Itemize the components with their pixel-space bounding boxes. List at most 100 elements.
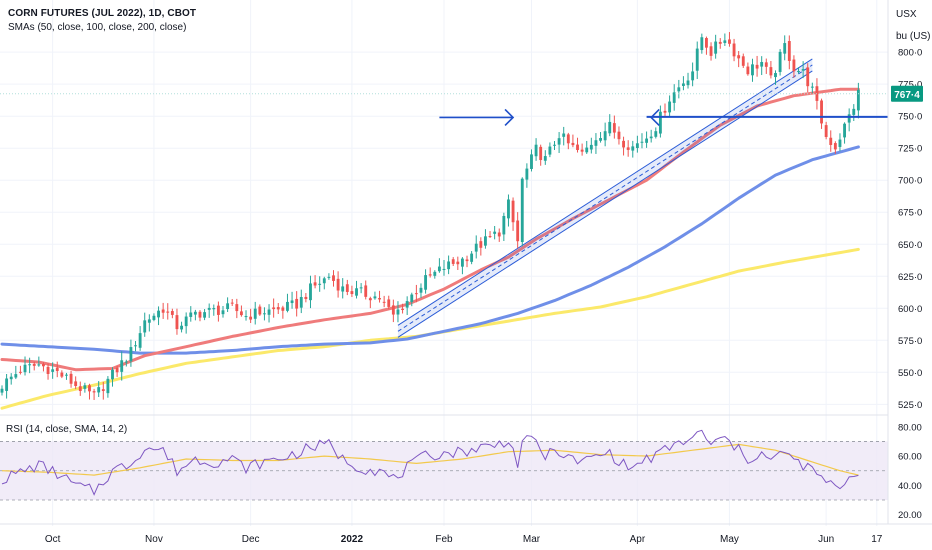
price-tick-label: 650·0 [898,240,922,251]
candle-body [833,143,837,150]
trend-channel-upper [397,58,813,326]
candle-body [111,369,114,380]
candle-body [700,37,704,51]
candle-body [203,312,207,318]
candle-body [640,141,644,143]
candle-body [226,303,230,310]
candle-body [258,306,262,315]
candle-body [309,283,312,301]
candle-body [286,301,289,311]
candle-body [401,308,404,310]
currency-legend: USX bu (US) [896,8,930,43]
candle-body [147,319,151,323]
candle-body [451,259,455,264]
candle-body [783,43,787,54]
candle-body [705,38,708,48]
candle-body [847,114,851,123]
candle-body [723,40,727,43]
candle-body [152,315,156,320]
candle-body [599,138,602,141]
candle-body [456,261,460,265]
candle-body [230,302,234,304]
candle-body [198,311,202,318]
candle-body [18,371,22,373]
price-tick-label: 600·0 [898,304,922,315]
candle-body [51,369,55,372]
candle-body [612,123,616,133]
trend-channel-mid [397,64,813,332]
candle-body [336,278,340,291]
candle-body [387,299,391,307]
candle-body [37,364,41,366]
last-price-badge [891,85,923,102]
candle-body [313,282,317,286]
price-tick-label: 725·0 [898,144,922,155]
candle-body [249,316,253,320]
candle-body [645,138,649,143]
candle-body [695,48,699,71]
candle-body [281,307,285,311]
candle-body [244,316,248,318]
time-tick-label: Oct [45,534,61,545]
candle-body [120,360,124,372]
candle-body [824,125,828,137]
candle-body [355,288,358,296]
candle-body [189,312,193,317]
candle-body [32,363,36,366]
candle-body [92,391,96,393]
time-tick-label: 2022 [341,534,364,545]
candle-body [511,200,515,223]
candle-body [566,134,570,144]
candle-body [497,232,501,237]
candle-body [852,108,856,115]
candle-body [442,268,446,270]
candle-body [207,307,211,310]
candle-body [484,236,487,246]
candle-body [373,296,377,299]
candle-body [507,199,510,219]
unit-label: bu (US) [896,31,931,42]
candle-body [806,67,810,87]
time-tick-label: 17 [871,534,883,545]
candle-body [580,149,584,152]
candle-body [548,146,552,155]
right-arrow-head [504,108,515,127]
price-tick-label: 675·0 [898,208,922,219]
rsi-legend: RSI (14, close, SMA, 14, 2) [6,424,128,435]
candle-body [83,385,87,389]
time-tick-label: Dec [242,534,260,545]
price-tick-label: 800·0 [898,48,922,59]
candle-body [778,51,782,72]
price-tick-label: 625·0 [898,272,922,283]
candle-body [755,64,759,69]
candle-body [691,71,695,81]
candle-body [557,138,561,145]
candle-body [437,266,441,272]
candle-body [635,143,639,149]
candle-body [106,378,110,394]
candle-body [410,294,414,302]
price-tick-label: 700·0 [898,176,922,187]
candle-body [124,361,128,363]
chart-legend: CORN FUTURES (JUL 2022), 1D, CBOT SMAs (… [8,8,196,33]
candle-body [157,310,160,318]
candle-body [760,61,764,67]
rsi-tick-label: 80.00 [898,422,922,433]
time-tick-label: Jun [818,534,834,545]
candle-body [479,241,483,248]
candle-body [304,296,308,300]
time-tick-label: Nov [145,534,163,545]
candle-body [78,386,82,392]
rsi-legend-box: RSI (14, close, SMA, 14, 2) [6,424,127,435]
candle-body [746,66,750,75]
candle-body [332,275,335,281]
candle-body [493,231,497,234]
candle-body [787,41,791,61]
candle-body [470,253,474,262]
candle-body [364,285,368,297]
candle-body [741,56,745,66]
candle-body [318,283,322,285]
candle-body [843,123,846,138]
